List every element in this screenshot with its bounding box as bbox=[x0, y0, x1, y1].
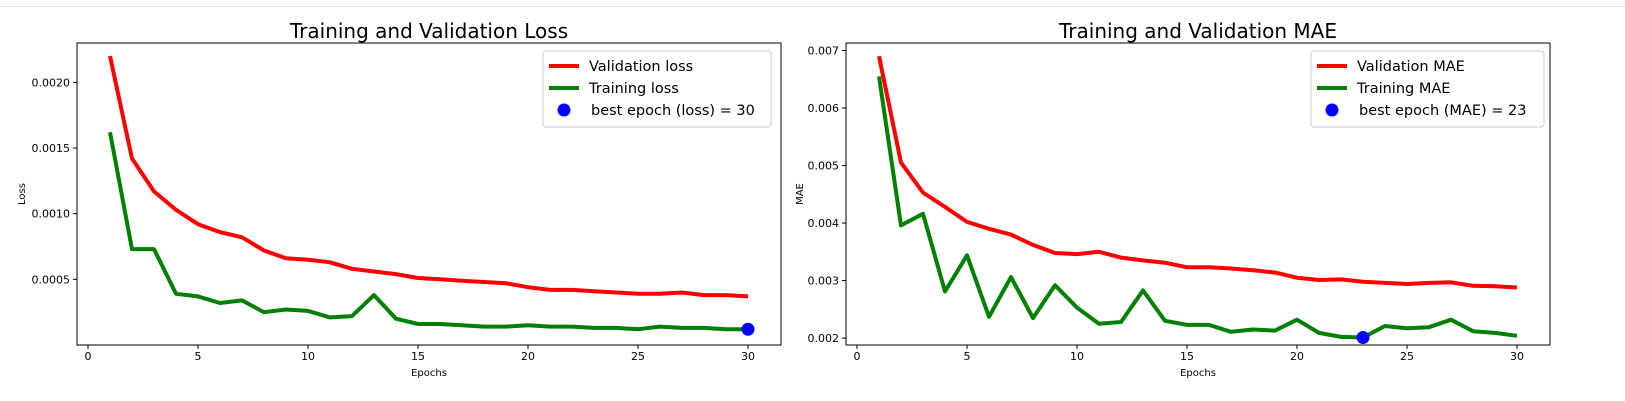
x-axis-label: Epochs bbox=[411, 368, 447, 379]
series-line-validation-mae bbox=[877, 55, 1518, 290]
y-tick-label: 0.0020 bbox=[32, 76, 71, 89]
best-epoch-marker bbox=[1356, 331, 1370, 345]
x-tick-label: 0 bbox=[854, 350, 861, 363]
x-tick-label: 30 bbox=[741, 350, 755, 363]
legend-frame bbox=[542, 50, 772, 128]
legend-marker bbox=[557, 103, 571, 117]
y-tick-label: 0.006 bbox=[808, 102, 840, 115]
x-tick-label: 0 bbox=[85, 350, 92, 363]
y-tick-label: 0.005 bbox=[808, 160, 840, 173]
y-tick-label: 0.004 bbox=[808, 217, 840, 230]
x-tick-label: 15 bbox=[411, 350, 425, 363]
x-axis-label: Epochs bbox=[1180, 368, 1216, 379]
x-tick-label: 5 bbox=[195, 350, 202, 363]
legend-label: Training loss bbox=[588, 81, 679, 97]
x-tick-label: 30 bbox=[1510, 350, 1524, 363]
legend-marker bbox=[1325, 103, 1339, 117]
y-tick-label: 0.0010 bbox=[32, 208, 71, 221]
x-tick-label: 25 bbox=[1400, 350, 1414, 363]
series-line-training-mae bbox=[877, 76, 1518, 340]
chart-mae: Training and Validation MAE 0 5 10 15 20 25 30 0… bbox=[795, 19, 1551, 379]
legend-label: Validation loss bbox=[589, 59, 693, 75]
y-axis-label: Loss bbox=[17, 183, 28, 205]
legend-label: best epoch (MAE) = 23 bbox=[1359, 103, 1526, 119]
series-line-training-loss bbox=[108, 131, 748, 332]
x-tick-label: 20 bbox=[521, 350, 535, 363]
chart-loss: Training and Validation Loss 0 5 10 15 20 25 30… bbox=[17, 19, 782, 379]
top-divider bbox=[0, 6, 1625, 7]
y-axis-label: MAE bbox=[795, 183, 806, 205]
plot-frame bbox=[845, 42, 1551, 346]
y-tick-label: 0.007 bbox=[808, 44, 840, 57]
legend-label: best epoch (loss) = 30 bbox=[591, 103, 755, 119]
chart-title: Training and Validation MAE bbox=[1058, 19, 1337, 43]
chart-title: Training and Validation Loss bbox=[289, 19, 568, 43]
legend-label: Training MAE bbox=[1356, 81, 1450, 97]
best-epoch-marker bbox=[741, 322, 755, 336]
y-tick-label: 0.002 bbox=[808, 332, 840, 345]
series-line-validation-loss bbox=[108, 55, 749, 299]
y-tick-label: 0.0005 bbox=[32, 273, 71, 286]
x-tick-label: 15 bbox=[1180, 350, 1194, 363]
x-tick-label: 10 bbox=[1070, 350, 1084, 363]
y-tick-label: 0.003 bbox=[808, 275, 840, 288]
legend-frame bbox=[1310, 50, 1545, 128]
x-tick-label: 20 bbox=[1290, 350, 1304, 363]
legend: Validation MAE Training MAE best epoch (MA… bbox=[1310, 50, 1545, 128]
legend-label: Validation MAE bbox=[1357, 59, 1465, 75]
x-tick-label: 5 bbox=[964, 350, 971, 363]
x-tick-label: 10 bbox=[301, 350, 315, 363]
y-tick-label: 0.0015 bbox=[32, 142, 71, 155]
legend: Validation loss Training loss best epoch (… bbox=[542, 50, 772, 128]
plot-frame bbox=[76, 42, 782, 346]
x-tick-label: 25 bbox=[631, 350, 645, 363]
